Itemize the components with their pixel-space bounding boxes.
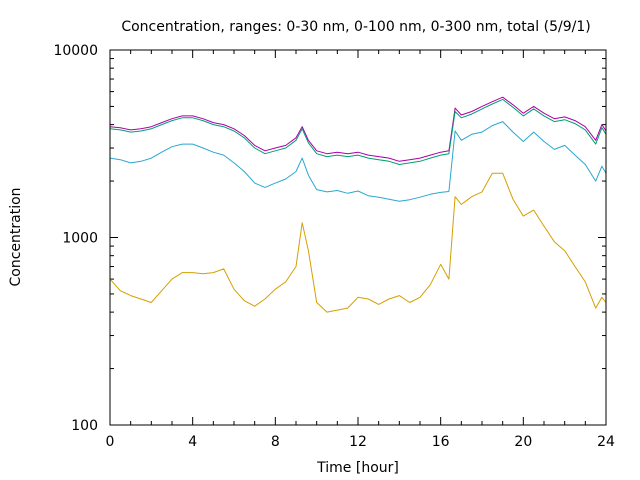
y-tick-label: 10000 (53, 43, 98, 59)
chart-title: Concentration, ranges: 0-30 nm, 0-100 nm… (121, 19, 590, 35)
x-tick-label: 24 (597, 434, 615, 450)
x-tick-label: 4 (188, 434, 197, 450)
x-tick-label: 16 (432, 434, 450, 450)
y-tick-label: 1000 (62, 231, 98, 247)
axis-tick-labels: 0 4 8 12 16 20 24 100 1000 10000 (53, 43, 615, 450)
y-axis-label: Concentration (8, 187, 24, 286)
series-line-2 (109, 98, 607, 165)
x-tick-label: 0 (106, 434, 115, 450)
x-tick-label: 8 (271, 434, 280, 450)
series-line-3 (109, 121, 607, 202)
series-line-4 (109, 172, 607, 313)
x-tick-label: 20 (514, 434, 532, 450)
x-tick-label: 12 (349, 434, 367, 450)
series-line-1 (109, 96, 607, 162)
x-axis-label: Time [hour] (316, 460, 399, 476)
axis-ticks (109, 49, 607, 426)
y-tick-label: 100 (71, 418, 98, 434)
plot-frame (109, 49, 607, 426)
plot-series (109, 96, 607, 313)
